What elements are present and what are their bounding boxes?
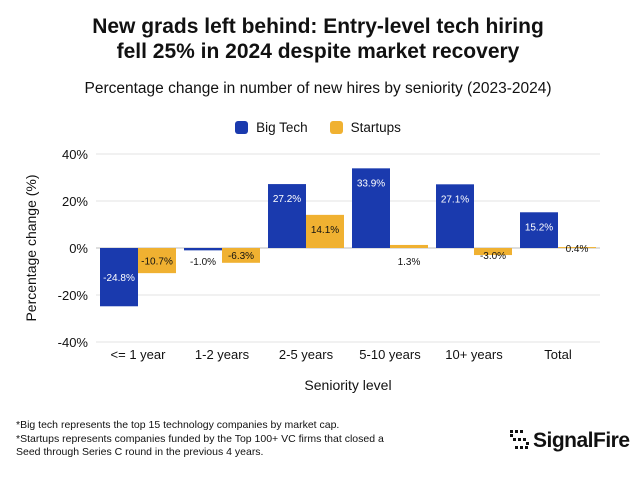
data-label: 27.1% <box>441 194 469 205</box>
chart-subtitle: Percentage change in number of new hires… <box>84 80 552 97</box>
data-label: -1.0% <box>190 257 216 268</box>
bar <box>222 248 260 263</box>
data-label: 14.1% <box>311 225 339 236</box>
y-axis-label: Percentage change (%) <box>23 174 39 321</box>
y-tick-label: 20% <box>62 194 88 209</box>
data-label: 27.2% <box>273 194 301 205</box>
legend-label-big-tech: Big Tech <box>256 120 308 135</box>
data-label: -10.7% <box>141 257 173 268</box>
footnote-big-tech: *Big tech represents the top 15 technolo… <box>16 419 340 431</box>
bar <box>558 247 596 249</box>
x-axis-label: Seniority level <box>304 377 391 393</box>
x-tick-label: 1-2 years <box>195 347 250 362</box>
x-tick-label: <= 1 year <box>111 347 167 362</box>
x-tick-label: Total <box>544 347 572 362</box>
bar <box>436 184 474 248</box>
data-label: -6.3% <box>228 251 254 262</box>
footnote-startups-line-2: Seed through Series C round in the previ… <box>16 446 264 458</box>
footnotes: *Big tech represents the top 15 technolo… <box>16 419 384 460</box>
data-label: -3.0% <box>480 251 506 262</box>
y-tick-label: -20% <box>58 288 89 303</box>
legend-swatch-startups <box>329 121 343 134</box>
legend-item-big-tech: Big Tech <box>235 120 308 135</box>
data-label: 33.9% <box>357 178 385 189</box>
legend-item-startups: Startups <box>329 120 401 135</box>
signalfire-logo-icon <box>510 430 529 449</box>
bar <box>520 212 558 248</box>
chart-title-line-2: fell 25% in 2024 despite market recovery <box>116 40 520 63</box>
bar <box>474 248 512 256</box>
chart-legend: Big Tech Startups <box>0 120 636 135</box>
bar <box>138 248 176 274</box>
bar <box>184 248 222 251</box>
bar-chart: 40% 20% 0% -20% -40% Percentage change (%) <= … <box>23 147 600 393</box>
y-tick-label: 40% <box>62 147 88 162</box>
bar <box>352 168 390 248</box>
legend-swatch-big-tech <box>235 121 249 134</box>
bar <box>100 248 138 307</box>
footnote-startups-line-1: *Startups represents companies funded by… <box>16 432 384 445</box>
bar <box>306 214 344 248</box>
x-tick-label: 5-10 years <box>359 347 421 362</box>
data-label: -24.8% <box>103 273 135 284</box>
y-tick-label: -40% <box>58 335 89 350</box>
chart-title-line-1: New grads left behind: Entry-level tech … <box>92 15 544 38</box>
chart-title: New grads left behind: Entry-level tech … <box>0 14 636 64</box>
data-label: 1.3% <box>398 257 421 268</box>
bar <box>268 184 306 248</box>
signalfire-logo: SignalFire <box>510 429 630 453</box>
legend-label-startups: Startups <box>350 120 401 135</box>
x-tick-label: 10+ years <box>445 347 503 362</box>
signalfire-logo-text: SignalFire <box>533 429 630 452</box>
data-label: 15.2% <box>525 222 553 233</box>
x-tick-label: 2-5 years <box>279 347 334 362</box>
data-label: 0.4% <box>566 244 589 255</box>
bar <box>390 244 428 248</box>
y-tick-label: 0% <box>69 241 88 256</box>
